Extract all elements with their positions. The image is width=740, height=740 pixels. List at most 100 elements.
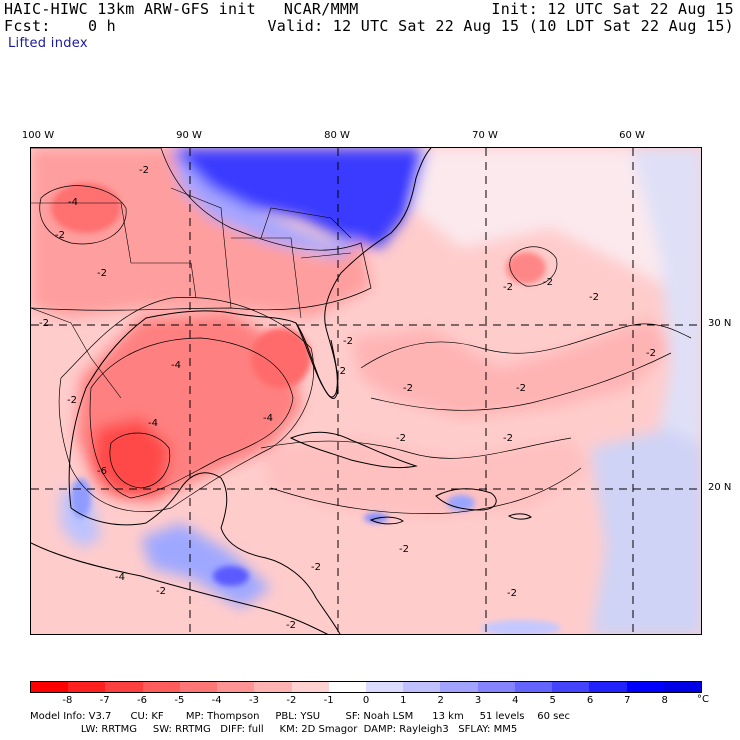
contour-label: -2 (516, 383, 526, 394)
colorbar-unit: °C (697, 694, 709, 705)
contour-label: -2 (503, 282, 513, 293)
colorbar-tick-label: 7 (624, 695, 631, 706)
contour-minus2-atlantic-2 (370, 352, 672, 411)
contour-label: -4 (171, 360, 181, 371)
contour-label: -2 (156, 586, 166, 597)
contour-minus6-campeche (109, 432, 171, 489)
contour-label: -2 (589, 292, 599, 303)
colorbar-swatch (328, 682, 366, 692)
atlantic-unstable-band (351, 318, 671, 418)
contour-label: -2 (403, 383, 413, 394)
us-southeast-area (31, 148, 371, 318)
yucatan-coast (70, 472, 228, 529)
lon-label-60w: 60 W (619, 130, 645, 141)
contour-minus2-nw (39, 185, 127, 245)
colorbar-swatch (589, 682, 627, 692)
colorbar-swatch (365, 682, 404, 692)
contour-label: -4 (115, 572, 125, 583)
contour-label: -2 (139, 165, 149, 176)
lon-label-80w: 80 W (324, 130, 350, 141)
colorbar-swatch (179, 682, 218, 692)
colorbar-tick-label: 8 (661, 695, 668, 706)
atlantic-neutral-area (401, 148, 701, 307)
forecast-hour: Fcst: 0 h (4, 17, 116, 35)
colorbar (30, 681, 702, 693)
bay-campeche-core (91, 418, 171, 498)
central-america-stable-area (141, 523, 271, 608)
contour-label: -2 (311, 562, 321, 573)
blue-blob-5 (481, 620, 561, 634)
colorbar-tick-label: -6 (137, 695, 147, 706)
colorbar-tick-label: -3 (249, 695, 259, 706)
colorbar-swatch (477, 682, 515, 692)
contour-minus2-us (31, 148, 372, 311)
jamaica-coast (369, 516, 404, 525)
contours (31, 148, 692, 514)
contour-label: -4 (263, 413, 273, 424)
caribbean-band (261, 438, 591, 518)
colorbar-tick-label: -2 (286, 695, 297, 706)
central-america-caribbean-coast (220, 527, 341, 634)
colorbar-swatch (31, 682, 69, 692)
colorbar-swatch (142, 682, 180, 692)
contour-label: -2 (399, 544, 409, 555)
border-line-1 (31, 202, 197, 299)
blue-blob-1 (71, 478, 91, 518)
contour-label: -6 (97, 466, 107, 477)
init-time: Init: 12 UTC Sat 22 Aug 15 (491, 0, 734, 18)
contour-label: -2 (507, 588, 517, 599)
puerto-rico-coast (507, 513, 532, 520)
contour-label: -2 (67, 395, 77, 406)
contour-label: -2 (343, 336, 353, 347)
model-info-line-2: LW: RRTMG SW: RRTMG DIFF: full KM: 2D Sm… (30, 724, 518, 735)
field-name: Lifted index (8, 36, 88, 51)
hispaniola-coast (435, 488, 497, 511)
colorbar-tick-label: 0 (362, 695, 370, 706)
colorbar-swatch (514, 682, 553, 692)
colorbar-swatch (291, 682, 329, 692)
contour-label: -4 (148, 418, 158, 429)
plot-title: HAIC-HIWC 13km ARW-GFS init NCAR/MMM (4, 0, 359, 18)
contour-minus2-gulf (58, 297, 314, 512)
cuba-coast (289, 431, 418, 469)
lon-label-70w: 70 W (472, 130, 498, 141)
model-info-line-1: Model Info: V3.7 CU: KF MP: Thompson PBL… (30, 711, 570, 722)
latlon-grid (31, 148, 701, 634)
contour-label: -2 (543, 277, 553, 288)
mexico-us-border (31, 307, 122, 399)
colorbar-tick-label: -5 (174, 695, 185, 706)
colorbar-swatch (254, 682, 292, 692)
colorbar-swatch (440, 682, 478, 692)
border-line-4 (260, 207, 352, 239)
contour-minus4-gulf (89, 337, 294, 499)
contour-label: -2 (39, 318, 49, 329)
contour-minus2-blob (509, 246, 558, 287)
contour-label: -2 (396, 433, 406, 444)
colorbar-tick-label: 6 (586, 695, 594, 706)
lon-label-90w: 90 W (176, 130, 202, 141)
red-blob-1 (506, 252, 546, 284)
colorbar-tick-label: 3 (474, 695, 482, 706)
colorbar-tick-label: 1 (400, 695, 407, 706)
border-line-2 (170, 187, 232, 309)
contour-minus2-caribbean (260, 437, 572, 459)
red-blob-3 (251, 328, 311, 388)
contour-label: -2 (336, 366, 346, 377)
colorbar-tick-label: 5 (549, 695, 556, 706)
lifted-index-map: -2 -4 -2 -2 -2 -4 -2 -4 -4 -6 -2 -2 -2 -… (30, 147, 702, 635)
colorbar-swatch (403, 682, 441, 692)
colorbar-swatch (105, 682, 143, 692)
colorbar-tick-label: -4 (211, 695, 222, 706)
contour-label: -2 (646, 348, 656, 359)
red-blob-2 (51, 183, 121, 233)
valid-time: Valid: 12 UTC Sat 22 Aug 15 (10 LDT Sat … (267, 17, 734, 35)
contour-label: -2 (55, 230, 65, 241)
border-line-3 (231, 237, 302, 319)
state-borders (31, 187, 352, 399)
contour-label: -2 (97, 268, 107, 279)
contour-minus2-atlantic (360, 323, 692, 369)
colorbar-tick-label: 4 (512, 695, 519, 706)
contour-label: -4 (68, 197, 78, 208)
contour-labels: -2 -4 -2 -2 -2 -4 -2 -4 -4 -6 -2 -2 -2 -… (39, 165, 656, 631)
colorbar-swatch (626, 682, 664, 692)
